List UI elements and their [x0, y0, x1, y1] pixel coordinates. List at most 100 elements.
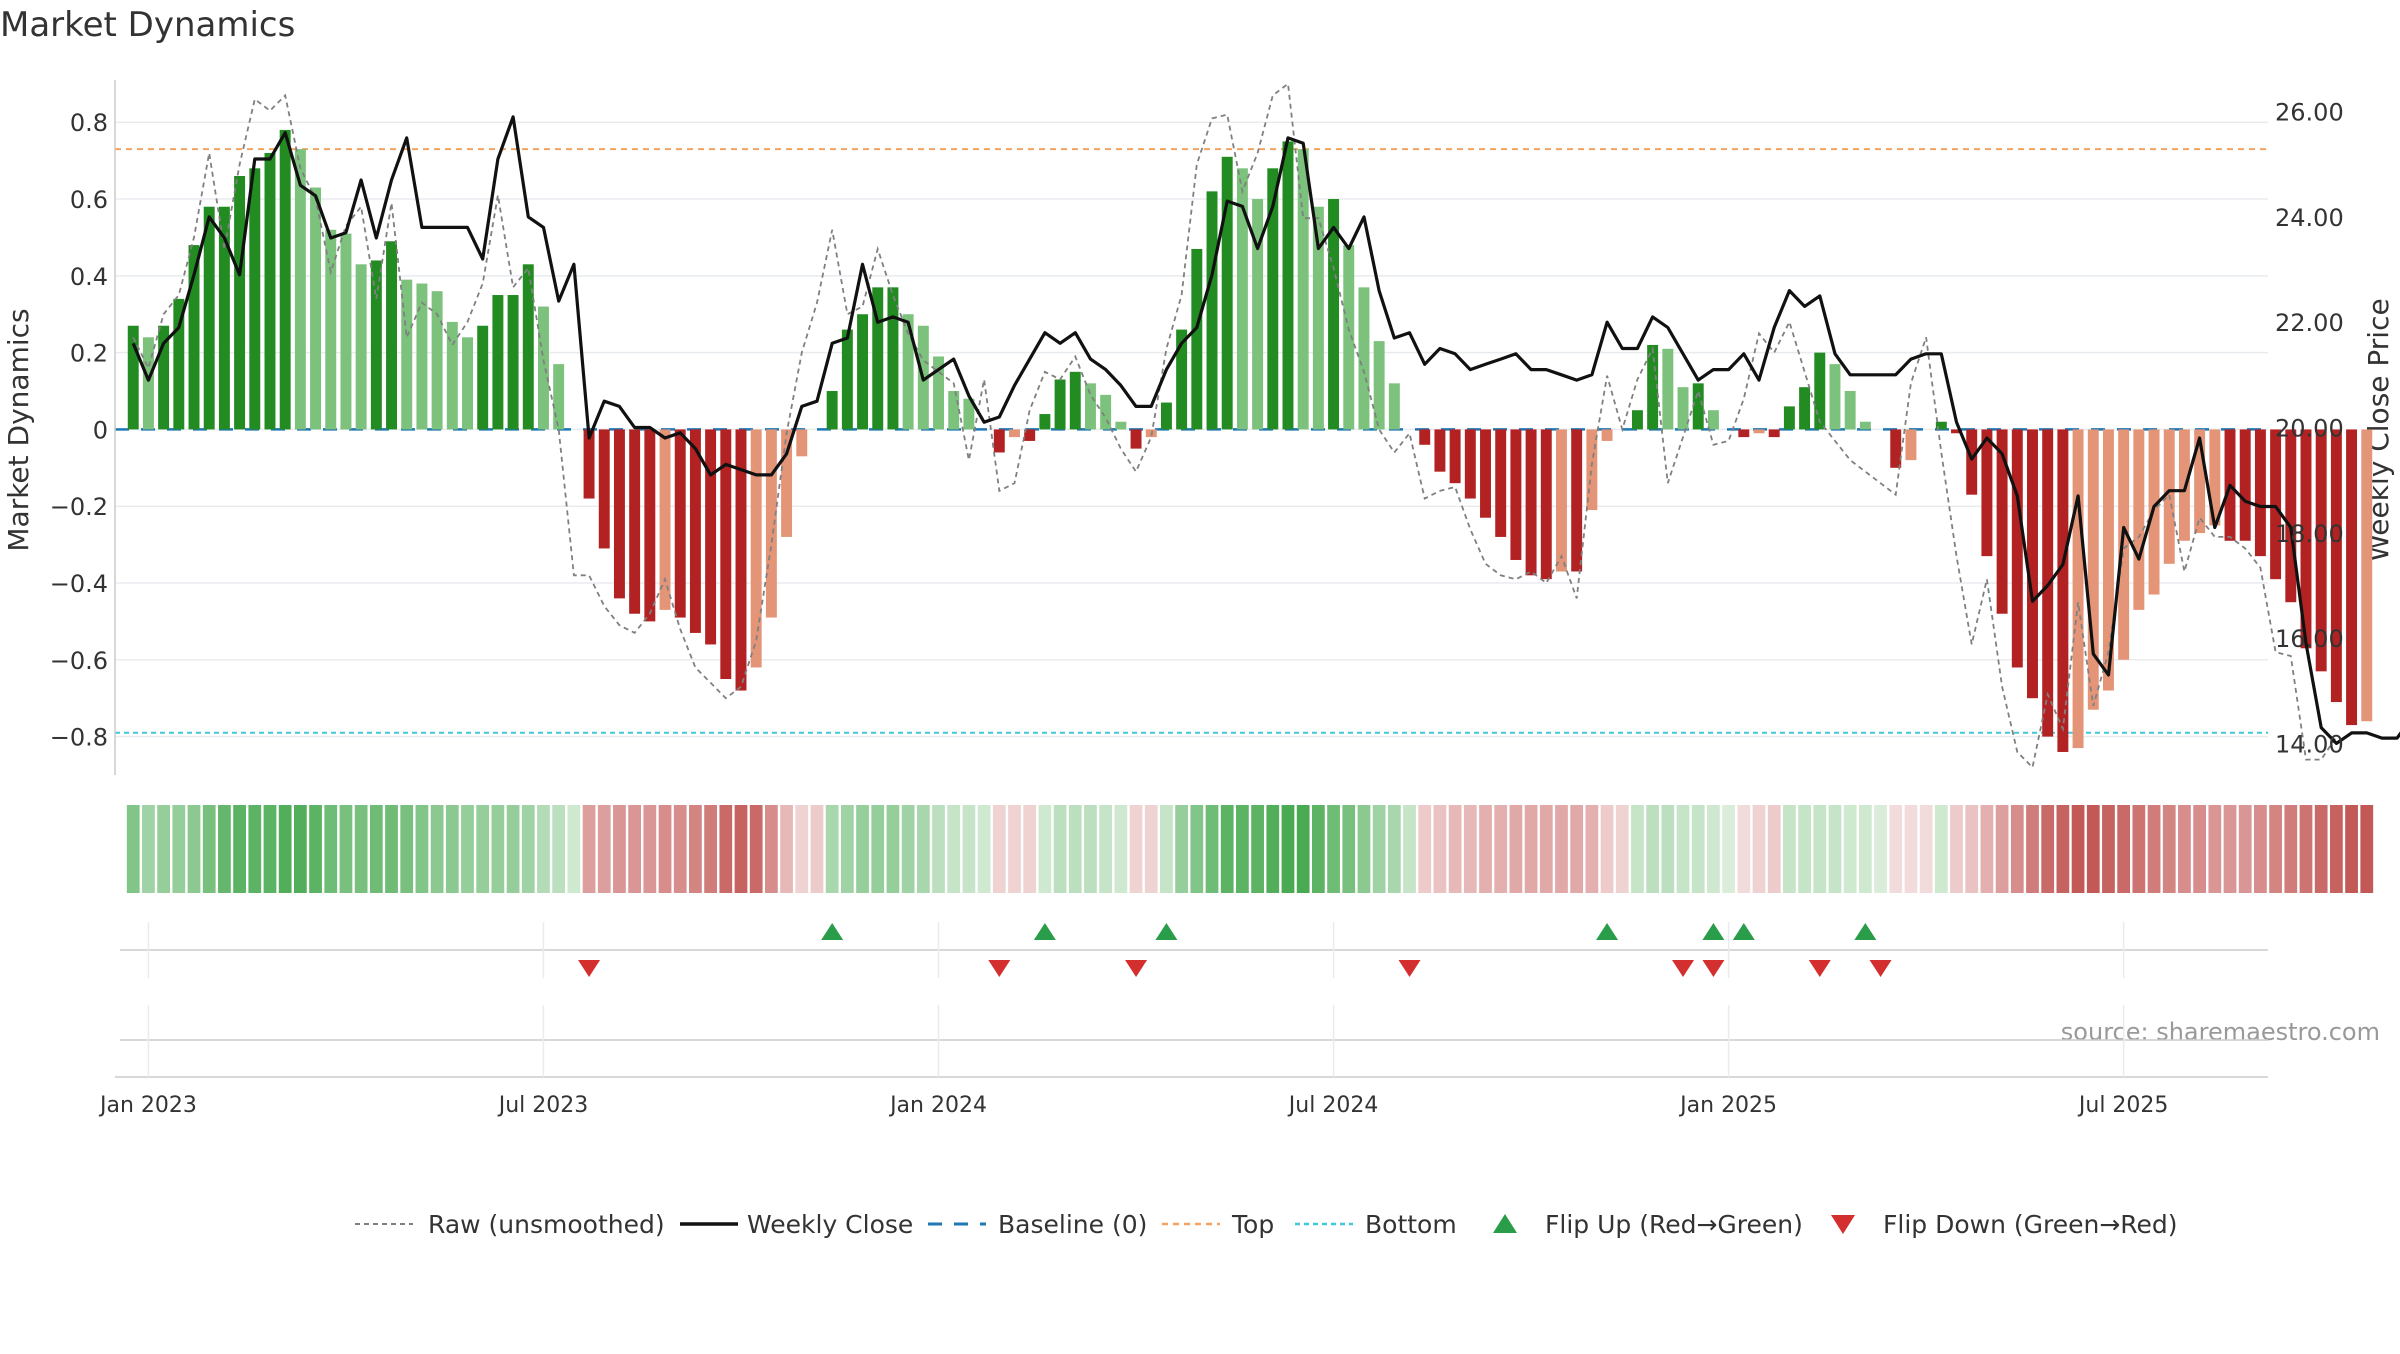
- dynamics-bar: [1282, 141, 1294, 430]
- regime-band-cell: [1205, 805, 1219, 893]
- dynamics-bar: [1996, 429, 2008, 614]
- dynamics-bar: [1312, 206, 1324, 430]
- dynamics-bar: [401, 279, 413, 430]
- dynamics-bar: [538, 306, 549, 430]
- regime-band-cell: [461, 805, 474, 893]
- regime-band-cell: [1053, 805, 1067, 893]
- dynamics-bar: [279, 129, 291, 430]
- regime-band-cell: [825, 805, 839, 893]
- dynamics-bar: [1267, 168, 1279, 430]
- regime-band-cell: [886, 805, 900, 893]
- dynamics-bar: [1586, 429, 1598, 511]
- flip-down-marker: [1672, 960, 1695, 977]
- regime-band-cell: [856, 805, 869, 893]
- legend-swatch: [1493, 1214, 1517, 1233]
- regime-band-cell: [506, 805, 520, 893]
- dynamics-bar: [142, 337, 154, 430]
- flip-up-marker: [1702, 923, 1725, 940]
- dynamics-bar: [1054, 379, 1066, 430]
- dynamics-bar: [598, 429, 610, 549]
- regime-band-cell: [628, 805, 642, 893]
- regime-band-cell: [1813, 805, 1827, 893]
- flip-up-marker: [821, 923, 844, 940]
- dynamics-bar: [188, 245, 200, 430]
- dynamics-bar: [1039, 414, 1051, 430]
- dynamics-bar: [2102, 429, 2114, 691]
- dynamics-bar: [2315, 429, 2327, 672]
- dynamics-bar: [1601, 429, 1613, 441]
- dynamics-bar: [1358, 287, 1370, 430]
- regime-band-cell: [142, 805, 155, 893]
- regime-band-cell: [400, 805, 414, 893]
- regime-band-cell: [1190, 805, 1204, 893]
- dynamics-bar: [1844, 391, 1856, 430]
- regime-band-cell: [2284, 805, 2298, 893]
- x-tick-label: Jul 2024: [1287, 1093, 1379, 1118]
- regime-band-cell: [1570, 805, 1584, 893]
- dynamics-bar: [2057, 429, 2069, 752]
- regime-band-cell: [1175, 805, 1189, 893]
- regime-band-cell: [1418, 805, 1432, 893]
- regime-band-cell: [187, 805, 201, 893]
- dynamics-bar: [841, 329, 853, 430]
- dynamics-bar: [310, 187, 322, 430]
- dynamics-bar: [1935, 421, 1947, 430]
- regime-band-cell: [1509, 805, 1523, 893]
- regime-band-cell: [1539, 805, 1553, 893]
- dynamics-bar: [1738, 429, 1750, 438]
- regime-band-cell: [1585, 805, 1599, 893]
- dynamics-bar: [446, 321, 458, 430]
- dynamics-bar: [1510, 429, 1522, 560]
- regime-band-cell: [1828, 805, 1842, 893]
- regime-band-cell: [1676, 805, 1690, 893]
- regime-band-cell: [947, 805, 961, 893]
- regime-band-cell: [1555, 805, 1568, 893]
- regime-band-cell: [2102, 805, 2115, 893]
- dynamics-bar: [1905, 429, 1917, 461]
- regime-band-cell: [1843, 805, 1857, 893]
- dynamics-bar: [1449, 429, 1461, 484]
- y-tick-label-right: 16.00: [2275, 625, 2344, 653]
- dynamics-bar: [705, 429, 717, 645]
- regime-band-cell: [476, 805, 490, 893]
- dynamics-bar: [735, 429, 747, 691]
- regime-band-cell: [1615, 805, 1629, 893]
- dynamics-bar: [1373, 341, 1385, 430]
- dynamics-bar: [1297, 149, 1309, 430]
- regime-band-cell: [2086, 805, 2100, 893]
- dynamics-bar: [1662, 348, 1674, 430]
- regime-band-cell: [795, 805, 809, 893]
- regime-band-cell: [369, 805, 383, 893]
- regime-band-cell: [233, 805, 246, 893]
- dynamics-bar: [1966, 429, 1978, 495]
- regime-band-cell: [1494, 805, 1508, 893]
- regime-band-cell: [1995, 805, 2009, 893]
- regime-band-cell: [1965, 805, 1979, 893]
- dynamics-bar: [1480, 429, 1491, 518]
- regime-band-cell: [2329, 805, 2343, 893]
- regime-band-cell: [719, 805, 733, 893]
- legend-label: Baseline (0): [998, 1210, 1147, 1239]
- regime-band-cell: [2208, 805, 2222, 893]
- regime-band-cell: [2178, 805, 2191, 893]
- regime-band-cell: [278, 805, 292, 893]
- dynamics-bar: [629, 429, 641, 614]
- dynamics-bar: [689, 429, 701, 633]
- regime-band-cell: [172, 805, 186, 893]
- legend-swatch: [1831, 1215, 1855, 1234]
- dynamics-bar: [2285, 429, 2297, 603]
- dynamics-bar: [2209, 429, 2221, 526]
- regime-band-cell: [309, 805, 322, 893]
- regime-band-cell: [1281, 805, 1295, 893]
- regime-band-cell: [658, 805, 672, 893]
- dynamics-bar: [2118, 429, 2130, 660]
- y-tick-label-left: −0.6: [50, 647, 108, 675]
- regime-band-cell: [248, 805, 262, 893]
- regime-band-cell: [689, 805, 702, 893]
- dynamics-bar: [1631, 410, 1643, 430]
- y-tick-label-right: 18.00: [2275, 520, 2344, 548]
- legend-label: Flip Up (Red→Green): [1545, 1210, 1803, 1239]
- dynamics-bar: [203, 206, 215, 430]
